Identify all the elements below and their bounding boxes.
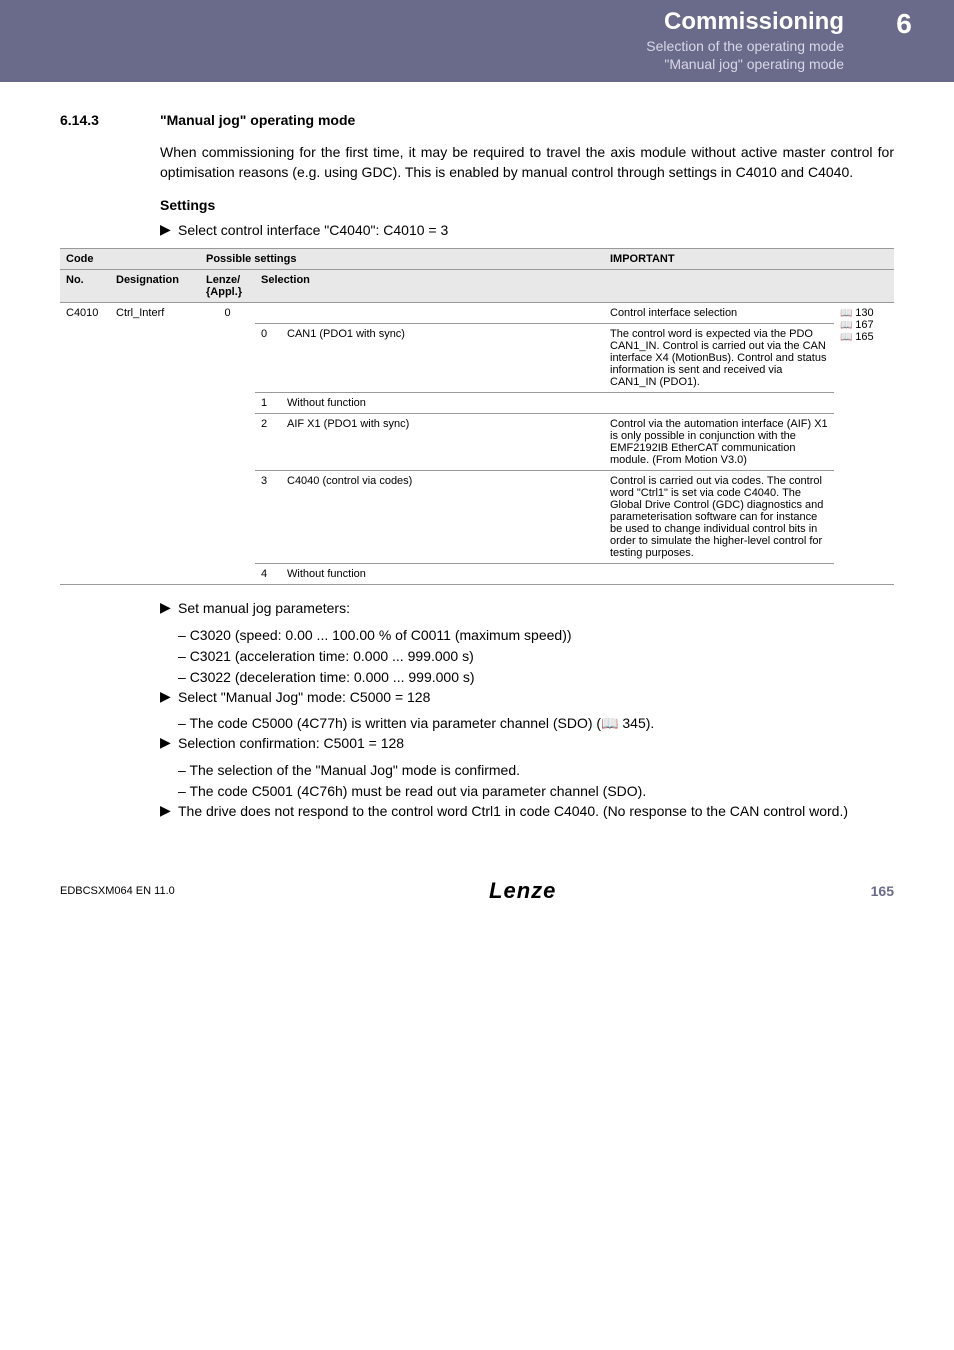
dash-list-1: C3020 (speed: 0.00 ... 100.00 % of C0011…	[178, 625, 894, 688]
triangle-icon: ▶	[160, 734, 178, 751]
cell-n-3: 3	[255, 471, 281, 564]
th-selection: Selection	[255, 270, 604, 303]
cell-sel-3: C4040 (control via codes)	[281, 471, 604, 564]
cell-designation: Ctrl_Interf	[110, 303, 200, 585]
dash-item: C3020 (speed: 0.00 ... 100.00 % of C0011…	[178, 625, 894, 646]
dash-item: The selection of the "Manual Jog" mode i…	[178, 760, 894, 781]
bullet-select-mode: ▶ Select "Manual Jog" mode: C5000 = 128	[160, 688, 894, 708]
page-footer: EDBCSXM064 EN 11.0 Lenze 165	[0, 868, 954, 924]
th-designation: Designation	[110, 270, 200, 303]
cell-n-0: 0	[255, 324, 281, 393]
cell-seltext-blank	[281, 303, 604, 324]
codes-table: Code Possible settings IMPORTANT No. Des…	[60, 248, 894, 585]
cell-n-1: 1	[255, 393, 281, 414]
bullet-text: Set manual jog parameters:	[178, 599, 894, 619]
th-ref-blank	[834, 270, 894, 303]
book-icon	[840, 331, 855, 343]
triangle-icon: ▶	[160, 599, 178, 616]
book-icon	[840, 319, 855, 331]
cell-imp-1	[604, 393, 834, 414]
triangle-icon: ▶	[160, 802, 178, 819]
bullet-select-interface: ▶ Select control interface "C4040": C401…	[160, 221, 894, 241]
book-icon	[840, 307, 855, 319]
ref-165: 165	[855, 331, 873, 343]
dash-item: C3021 (acceleration time: 0.000 ... 999.…	[178, 646, 894, 667]
th-imp-blank	[604, 270, 834, 303]
header-sub1: Selection of the operating mode	[20, 38, 844, 54]
cell-refs: 130 167 165	[834, 303, 894, 585]
cell-imp-2: Control via the automation interface (AI…	[604, 414, 834, 471]
section-heading: 6.14.3 "Manual jog" operating mode	[60, 112, 894, 128]
th-important: IMPORTANT	[604, 249, 894, 270]
th-code: Code	[60, 249, 200, 270]
bullet-text: The drive does not respond to the contro…	[178, 802, 894, 822]
th-possible: Possible settings	[200, 249, 604, 270]
dash-list-2: The code C5000 (4C77h) is written via pa…	[178, 713, 894, 734]
th-lenze: Lenze/ {Appl.}	[200, 270, 255, 303]
dash-list-3: The selection of the "Manual Jog" mode i…	[178, 760, 894, 802]
th-no: No.	[60, 270, 110, 303]
footer-docid: EDBCSXM064 EN 11.0	[60, 885, 175, 897]
bullet-text: Select control interface "C4040": C4010 …	[178, 221, 894, 241]
bullet-text: Selection confirmation: C5001 = 128	[178, 734, 894, 754]
section-title: "Manual jog" operating mode	[160, 112, 355, 128]
cell-n-2: 2	[255, 414, 281, 471]
dash-item: The code C5001 (4C76h) must be read out …	[178, 781, 894, 802]
bullet-no-response: ▶ The drive does not respond to the cont…	[160, 802, 894, 822]
cell-sel-2: AIF X1 (PDO1 with sync)	[281, 414, 604, 471]
cell-sel-blank	[255, 303, 281, 324]
settings-heading: Settings	[160, 197, 894, 213]
page-content: 6.14.3 "Manual jog" operating mode When …	[0, 82, 954, 868]
bullet-set-params: ▶ Set manual jog parameters:	[160, 599, 894, 619]
lenze-logo: Lenze	[489, 878, 556, 903]
triangle-icon: ▶	[160, 221, 178, 238]
page-header: Commissioning Selection of the operating…	[0, 0, 954, 82]
cell-lenze: 0	[200, 303, 255, 585]
cell-imp-3: Control is carried out via codes. The co…	[604, 471, 834, 564]
chapter-number: 6	[874, 8, 934, 40]
cell-top-important: Control interface selection	[604, 303, 834, 324]
cell-imp-0: The control word is expected via the PDO…	[604, 324, 834, 393]
intro-paragraph: When commissioning for the first time, i…	[160, 142, 894, 183]
triangle-icon: ▶	[160, 688, 178, 705]
cell-sel-1: Without function	[281, 393, 604, 414]
cell-imp-4	[604, 564, 834, 585]
cell-n-4: 4	[255, 564, 281, 585]
cell-code-no: C4010	[60, 303, 110, 585]
header-title: Commissioning	[20, 8, 844, 36]
bullet-text: Select "Manual Jog" mode: C5000 = 128	[178, 688, 894, 708]
page-number: 165	[871, 883, 894, 899]
cell-sel-4: Without function	[281, 564, 604, 585]
ref-167: 167	[855, 319, 873, 331]
dash-item: The code C5000 (4C77h) is written via pa…	[178, 713, 894, 734]
ref-130: 130	[855, 307, 873, 319]
header-text-block: Commissioning Selection of the operating…	[20, 8, 874, 72]
header-sub2: "Manual jog" operating mode	[20, 56, 844, 72]
bullet-confirmation: ▶ Selection confirmation: C5001 = 128	[160, 734, 894, 754]
section-number: 6.14.3	[60, 112, 160, 128]
cell-sel-0: CAN1 (PDO1 with sync)	[281, 324, 604, 393]
footer-logo-wrap: Lenze	[175, 878, 871, 904]
dash-item: C3022 (deceleration time: 0.000 ... 999.…	[178, 667, 894, 688]
